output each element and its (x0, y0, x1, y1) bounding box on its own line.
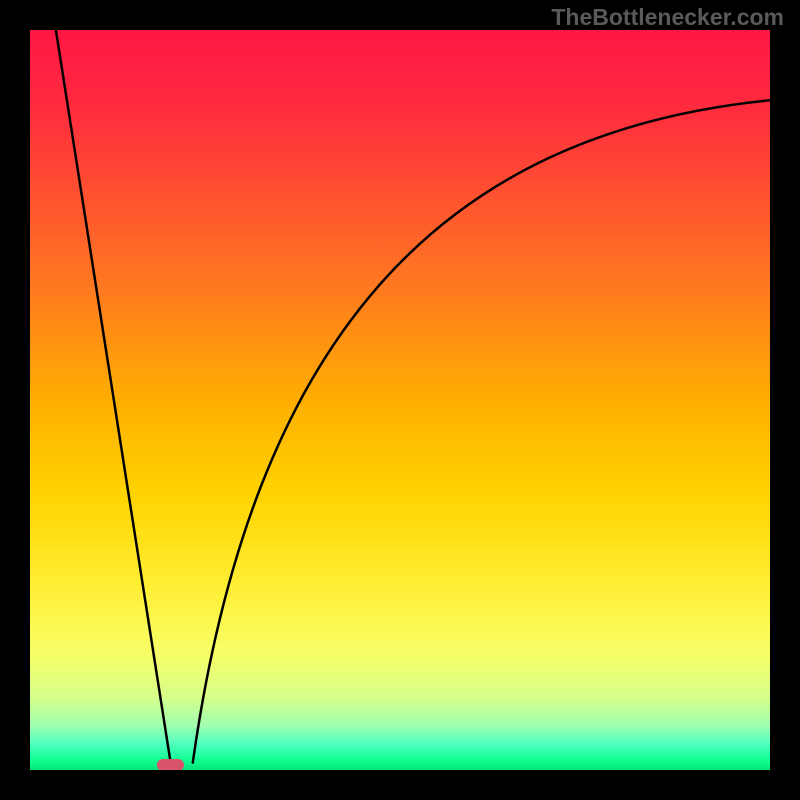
curve-right-arm (193, 100, 770, 762)
chart-container: TheBottlenecker.com (0, 0, 800, 800)
bottleneck-curve (30, 30, 770, 770)
plot-area (30, 30, 770, 770)
curve-left-arm (56, 30, 171, 763)
watermark-label: TheBottlenecker.com (551, 4, 784, 31)
optimal-marker (157, 759, 184, 770)
